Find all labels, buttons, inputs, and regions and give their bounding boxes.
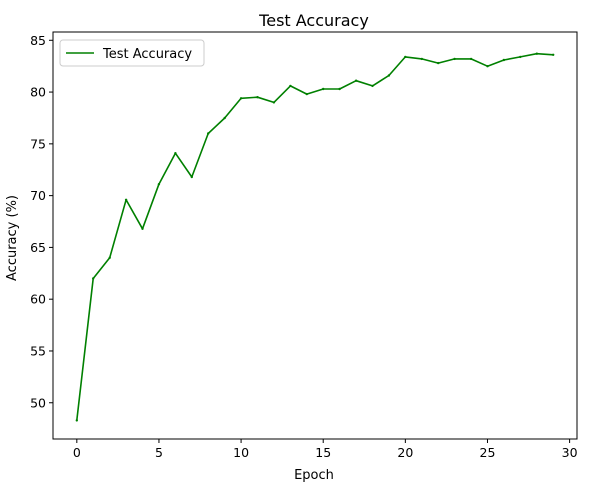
data-point — [404, 55, 407, 59]
x-tick-label: 0 — [73, 445, 81, 460]
y-tick-label: 85 — [30, 33, 46, 48]
y-axis: 50 55 60 65 70 75 80 85 — [30, 33, 53, 410]
data-point — [322, 87, 325, 91]
data-point — [141, 227, 144, 230]
x-tick-label: 30 — [562, 445, 578, 460]
y-tick-label: 65 — [30, 240, 46, 255]
x-tick-label: 5 — [155, 445, 163, 460]
y-tick-label: 55 — [30, 343, 46, 358]
data-point — [453, 57, 456, 61]
chart-title: Test Accuracy — [258, 11, 369, 30]
data-point — [289, 84, 292, 88]
data-point — [190, 175, 193, 179]
data-point — [486, 65, 489, 68]
data-point — [157, 183, 161, 186]
data-point — [437, 61, 440, 65]
y-tick-label: 60 — [30, 292, 46, 307]
data-point — [239, 97, 243, 100]
data-point — [272, 101, 276, 104]
y-tick-label: 75 — [30, 136, 46, 151]
data-point — [75, 419, 79, 422]
data-point — [469, 57, 473, 61]
x-tick-label: 25 — [480, 445, 496, 460]
data-point — [535, 52, 538, 55]
legend: Test Accuracy — [59, 39, 205, 67]
data-point — [354, 79, 358, 82]
series-line-test-accuracy — [76, 52, 554, 421]
data-point — [519, 55, 522, 59]
plot-area — [52, 31, 578, 440]
data-point — [207, 132, 210, 135]
data-point — [108, 256, 111, 259]
x-axis: 0 5 10 15 20 25 30 — [73, 439, 578, 460]
data-point — [92, 277, 95, 280]
plot-frame — [52, 31, 578, 440]
x-tick-label: 10 — [233, 445, 249, 460]
x-axis-label: Epoch — [294, 468, 334, 483]
data-point — [223, 116, 226, 120]
data-point — [371, 84, 374, 88]
data-point — [420, 57, 423, 61]
data-point — [387, 74, 391, 77]
data-point — [502, 58, 506, 62]
data-point — [338, 87, 341, 91]
x-tick-label: 15 — [315, 445, 331, 460]
y-axis-label: Accuracy (%) — [5, 195, 20, 281]
data-point — [256, 96, 259, 99]
y-tick-label: 50 — [30, 395, 46, 410]
data-point — [124, 198, 128, 201]
data-point — [174, 152, 177, 155]
y-tick-label: 80 — [30, 85, 46, 100]
x-tick-label: 20 — [397, 445, 413, 460]
data-point — [305, 92, 308, 96]
data-point — [552, 53, 555, 56]
y-tick-label: 70 — [30, 188, 46, 203]
legend-box — [59, 39, 205, 67]
legend-label: Test Accuracy — [102, 47, 192, 62]
